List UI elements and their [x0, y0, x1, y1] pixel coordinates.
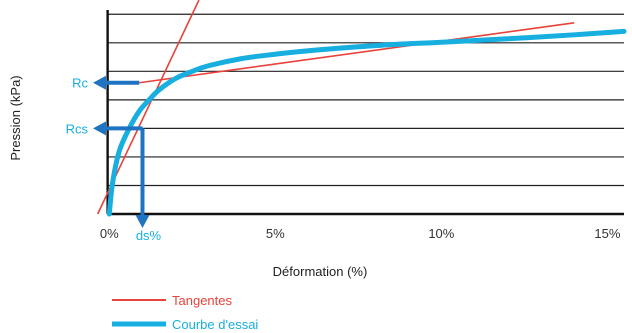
x-axis-label: Déformation (%) [273, 264, 368, 279]
arrow-head [93, 75, 106, 90]
x-tick-label: 0% [100, 226, 119, 241]
y-axis-label: Pression (kPa) [8, 75, 23, 160]
annotations-layer: Rc Rcs ds% [66, 75, 162, 243]
x-tick-labels: 0% 5% 10% 15% [100, 226, 621, 241]
annotation-label: Rc [72, 76, 88, 91]
x-tick-label: 10% [428, 226, 454, 241]
legend-label: Courbe d'essai [172, 317, 258, 332]
test-curve [106, 28, 627, 217]
x-tick-label: 15% [594, 226, 620, 241]
arrow-head [93, 121, 106, 136]
x-tick-label: 5% [266, 226, 285, 241]
legend: Tangentes Courbe d'essai [112, 293, 258, 332]
tangent-line [139, 22, 575, 84]
annotation-label: Rcs [66, 121, 89, 136]
legend-label: Tangentes [172, 293, 232, 308]
arrow-head [135, 215, 150, 228]
grid-lines [106, 10, 624, 216]
annotation-label: ds% [136, 228, 162, 243]
series-layer [96, 0, 627, 217]
